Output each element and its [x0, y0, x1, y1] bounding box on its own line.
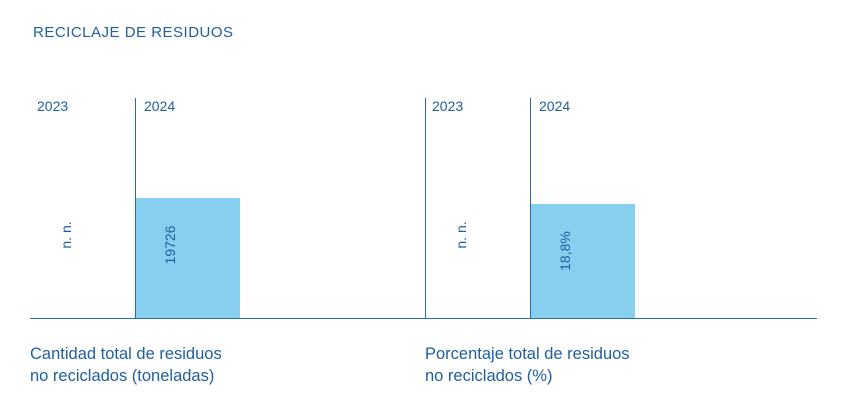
- chart-1-bar-1: [136, 198, 240, 318]
- chart-1-caption-line-2: no reciclados (toneladas): [30, 367, 215, 385]
- chart-1-category-1: 2024: [144, 98, 175, 114]
- chart-2-label-0: n. n.: [453, 221, 469, 248]
- chart-2-caption-line-1: Porcentaje total de residuos: [425, 345, 630, 363]
- chart-1-caption-line-1: Cantidad total de residuos: [30, 345, 222, 363]
- chart-2-category-0: 2023: [432, 98, 463, 114]
- chart-2-caption-line-2: no reciclados (%): [425, 367, 553, 385]
- chart-1-label-0: n. n.: [58, 221, 74, 248]
- chart-1-caption: Cantidad total de residuos no reciclados…: [30, 343, 222, 387]
- chart-2-bar-1: [531, 204, 635, 318]
- chart-2-label-1: 18,8%: [557, 231, 573, 271]
- chart-2-caption: Porcentaje total de residuos no reciclad…: [425, 343, 630, 387]
- chart-1-label-1: 19726: [162, 225, 178, 264]
- page-title: RECICLAJE DE RESIDUOS: [33, 24, 234, 41]
- chart-2-category-1: 2024: [539, 98, 570, 114]
- chart-1-category-0: 2023: [37, 98, 68, 114]
